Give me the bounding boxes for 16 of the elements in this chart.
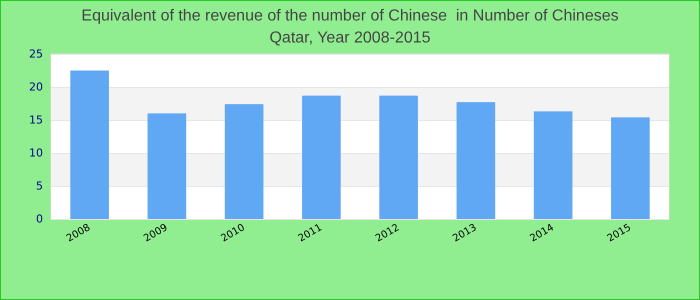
y-tick-label: 0 [36, 212, 43, 226]
y-tick-label: 20 [29, 80, 43, 94]
bar [534, 111, 572, 219]
bar [379, 96, 418, 219]
y-tick-label: 5 [36, 180, 43, 192]
bar [148, 113, 186, 219]
y-tick-label: 25 [29, 48, 43, 60]
bar [224, 104, 264, 219]
y-tick-label: 15 [29, 114, 43, 126]
y-tick-label: 10 [29, 146, 43, 160]
bar [70, 70, 109, 219]
bar [611, 117, 650, 219]
chart-title: Equivalent of the revenue of the number of Chinese in Number of Chineses [81, 8, 619, 24]
chart-subtitle: Qatar, Year 2008-2015 [269, 30, 431, 46]
bar [456, 102, 496, 219]
bar [302, 96, 341, 219]
